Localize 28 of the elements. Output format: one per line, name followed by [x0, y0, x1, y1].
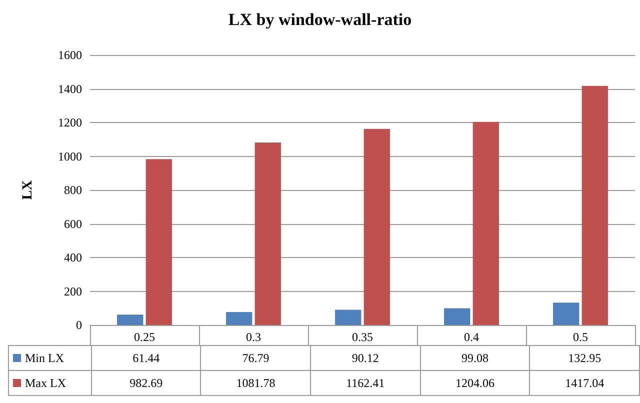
- y-tick-label: 600: [64, 216, 82, 231]
- legend-label: Max LX: [8, 370, 92, 396]
- x-tick-label: 0.3: [246, 330, 261, 344]
- data-label: 76.79: [200, 346, 311, 370]
- data-label: 61.44: [91, 346, 201, 370]
- data-label: 132.95: [530, 346, 640, 370]
- y-tick-label: 0: [76, 318, 82, 332]
- data-label: 1081.78: [200, 370, 311, 396]
- data-label: 1417.04: [530, 370, 640, 396]
- x-tick-label: 0.5: [573, 330, 588, 344]
- chart-title: LX by window-wall-ratio: [228, 10, 412, 29]
- x-tick-label: 0.35: [352, 330, 373, 344]
- data-label: 1204.06: [420, 370, 530, 396]
- legend-label: Min LX: [8, 346, 92, 370]
- y-tick-label: 1200: [58, 116, 82, 130]
- y-tick-label: 1600: [58, 48, 82, 62]
- data-label: 90.12: [310, 346, 420, 370]
- x-tick-label: 0.4: [464, 330, 479, 344]
- x-tick-label: 0.25: [134, 330, 155, 344]
- y-tick-label: 800: [64, 183, 82, 197]
- y-tick-label: 400: [64, 250, 82, 264]
- data-label: 1162.41: [310, 370, 420, 396]
- y-tick-label: 1400: [58, 82, 82, 96]
- y-tick-label: 1000: [58, 149, 82, 164]
- data-label: 99.08: [420, 346, 530, 370]
- y-tick-label: 200: [64, 284, 82, 298]
- data-label: 982.69: [91, 370, 201, 396]
- y-axis-title: LX: [20, 180, 36, 200]
